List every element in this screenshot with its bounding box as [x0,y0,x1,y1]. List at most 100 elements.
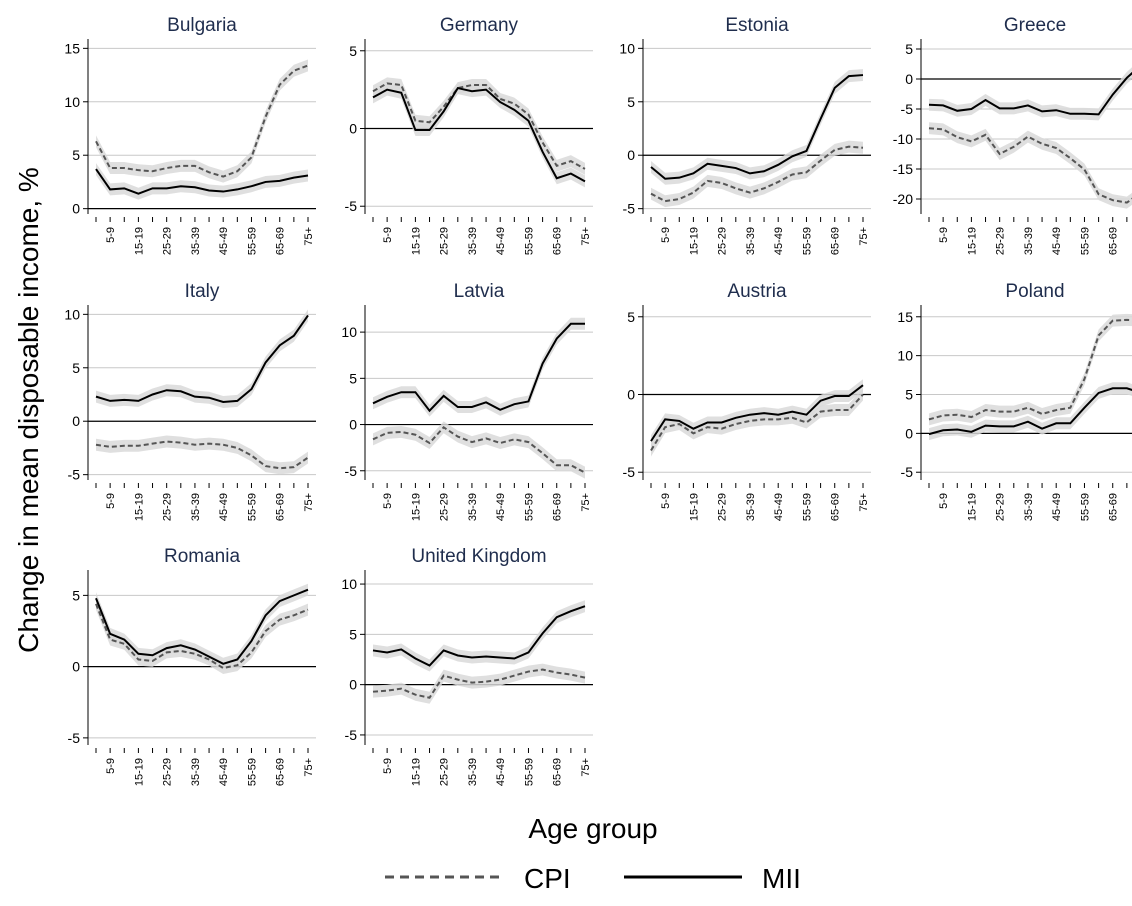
y-tick-label: 10 [64,306,80,322]
series-line-mii [95,168,309,195]
y-tick-label: -5 [345,727,358,743]
x-tick-label: 25-29 [995,493,1007,521]
x-axis-label: Age group [528,813,657,844]
x-tick-label: 55-59 [523,758,535,786]
x-tick-label: 5-9 [105,493,117,509]
y-tick-label: 5 [349,43,357,59]
legend-mii-label: MII [762,863,801,894]
series-line-mii [372,322,585,413]
y-tick-label: 0 [349,677,357,693]
confidence-band-cpi [929,122,1132,209]
confidence-band-cpi [96,435,308,475]
series-line-cpi [650,393,864,451]
x-tick-label: 15-19 [133,493,145,521]
y-tick-label: -5 [345,198,358,214]
legend-cpi-label: CPI [524,863,571,894]
x-tick-label: 35-39 [467,493,479,521]
x-tick-label: 75+ [303,493,315,512]
y-tick-label: 10 [341,324,357,340]
panel-title: Italy [185,281,220,302]
x-tick-label: 65-69 [275,227,287,255]
x-tick-label: 25-29 [162,493,174,521]
y-tick-label: 0 [349,121,357,137]
confidence-band-mii [929,67,1132,121]
series-line-cpi [95,440,309,470]
y-tick-label: 5 [72,587,80,603]
x-tick-label: 45-49 [495,493,507,521]
y-tick-label: 0 [905,425,913,441]
panel-greece: Greece -20 -15 -10 -5 0 5 5-9 15-19 25-29 35-39 45-… [893,15,1132,255]
x-tick-label: 65-69 [552,493,564,521]
panel-title: Bulgaria [167,15,237,36]
y-tick-label: 10 [897,348,913,364]
x-tick-label: 15-19 [133,758,145,786]
y-tick-label: 0 [72,413,80,429]
panel-romania: Romania -5 0 5 5-9 15-19 25-29 35-39 45-49 55-59 6… [68,546,316,786]
panel-poland: Poland -5 0 5 10 15 5-9 15-19 25-29 35-39 45-49 55-… [897,281,1132,521]
x-tick-label: 45-49 [1051,227,1063,255]
x-tick-label: 65-69 [1108,227,1120,255]
x-tick-label: 65-69 [552,758,564,786]
x-tick-label: 45-49 [218,758,230,786]
y-tick-label: 0 [627,387,635,403]
x-tick-label: 55-59 [246,758,258,786]
confidence-band-cpi [373,663,585,704]
panel-bulgaria: Bulgaria 0 5 10 15 5-9 15-19 25-29 35-39 45-49 55-… [64,15,316,255]
panel-title: United Kingdom [411,546,546,567]
series-line-cpi [95,603,309,670]
x-tick-label: 55-59 [801,493,813,521]
series-line-mii [372,605,586,667]
y-tick-label: -5 [345,463,358,479]
x-tick-label: 55-59 [246,227,258,255]
y-tick-label: 5 [349,626,357,642]
series-line-mii [650,384,864,442]
x-tick-label: 45-49 [773,227,785,255]
y-tick-label: 5 [905,41,913,57]
y-tick-label: -5 [901,101,914,117]
series-line-cpi [372,82,586,170]
panel-title: Germany [440,15,519,36]
x-tick-label: 35-39 [467,227,479,255]
y-tick-label: 0 [905,71,913,87]
confidence-band-cpi [373,421,585,479]
panel-title: Estonia [725,15,789,36]
y-axis-label: Change in mean disposable income, % [13,167,44,653]
x-tick-label: 15-19 [410,493,422,521]
y-tick-label: 15 [897,309,913,325]
x-tick-label: 35-39 [190,227,202,255]
y-tick-label: 10 [619,40,635,56]
y-tick-label: -5 [623,201,636,217]
x-tick-label: 45-49 [773,493,785,521]
confidence-band-cpi [96,59,308,183]
panel-united-kingdom: United Kingdom -5 0 5 10 5-9 15-19 25-29 35-39 45… [341,546,593,786]
x-tick-label: 15-19 [410,758,422,786]
y-tick-label: 10 [341,576,357,592]
y-tick-label: -10 [893,131,913,147]
x-tick-label: 55-59 [801,227,813,255]
series-line-cpi [928,127,1132,204]
x-tick-label: 5-9 [660,227,672,243]
x-tick-label: 45-49 [495,758,507,786]
x-tick-label: 35-39 [190,758,202,786]
x-tick-label: 75+ [858,227,870,246]
x-tick-label: 35-39 [745,227,757,255]
confidence-band-mii [373,317,585,417]
panel-estonia: Estonia -5 0 5 10 5-9 15-19 25-29 35-39 45-49 55-5… [619,15,871,255]
x-tick-label: 35-39 [1023,227,1035,255]
y-tick-label: 5 [905,387,913,403]
x-tick-label: 25-29 [995,227,1007,255]
x-tick-label: 65-69 [275,493,287,521]
x-tick-label: 55-59 [523,227,535,255]
x-tick-label: 75+ [580,493,592,512]
legend: CPI MII [385,863,801,894]
y-tick-label: -15 [893,161,913,177]
x-tick-label: 65-69 [552,227,564,255]
panel-germany: Germany -5 0 5 5-9 15-19 25-29 35-39 45-49 55-59 6… [345,15,593,255]
y-tick-label: 0 [627,147,635,163]
panel-title: Greece [1004,15,1066,36]
x-tick-label: 15-19 [688,493,700,521]
y-tick-label: 5 [349,370,357,386]
x-tick-label: 15-19 [133,227,145,255]
